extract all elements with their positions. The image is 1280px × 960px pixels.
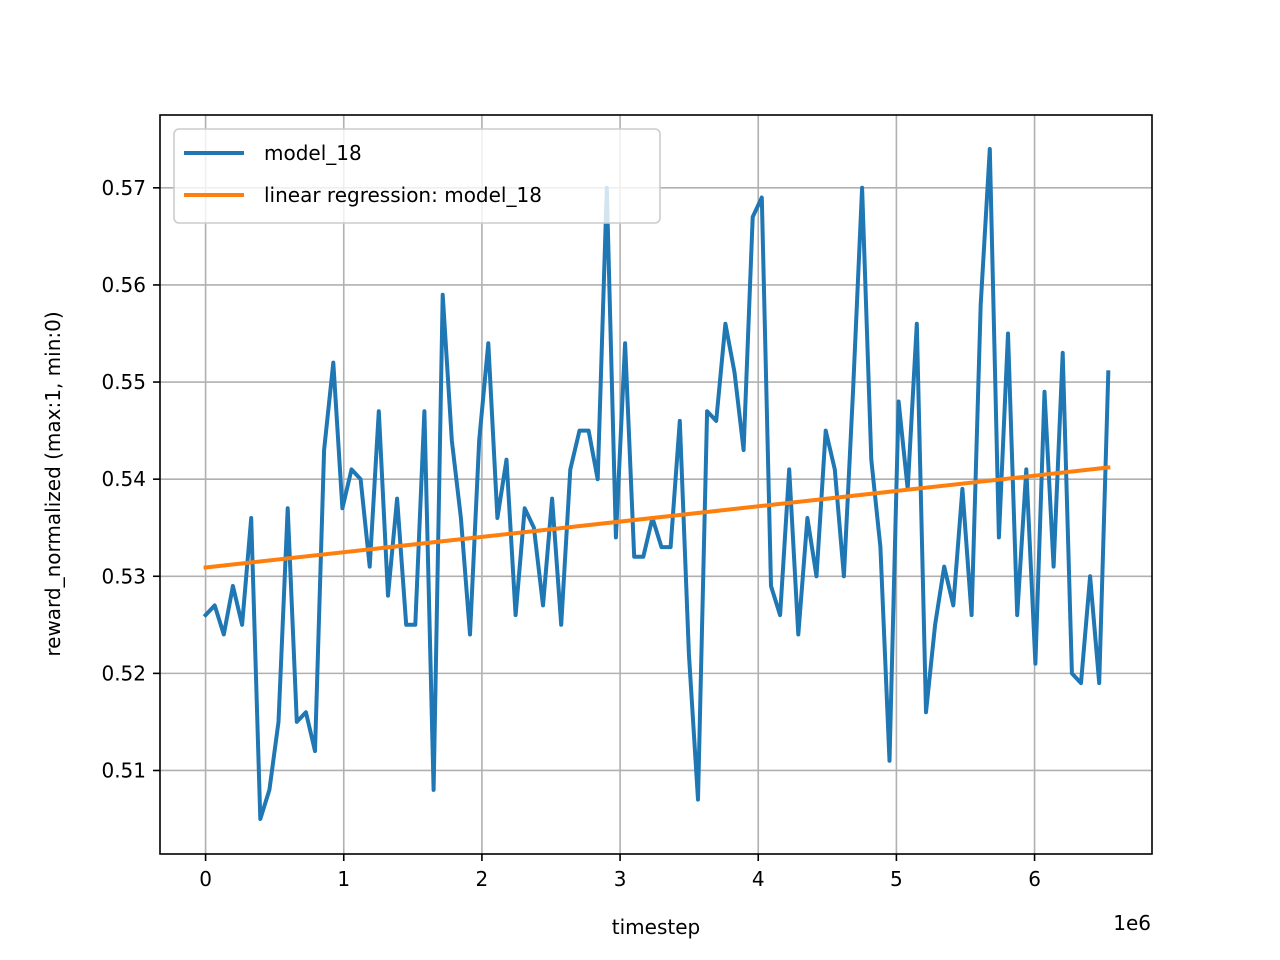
x-tick-label: 6 — [1028, 867, 1041, 891]
series-line-linear-regression — [203, 465, 1111, 570]
ticks: 0 1 2 3 4 5 6 0.51 0.52 0.53 0.54 0.55 0.56 0.57 — [101, 176, 1040, 891]
legend-label: model_18 — [264, 141, 362, 165]
plot-frame — [159, 114, 1153, 855]
x-tick-label: 4 — [752, 867, 765, 891]
legend-box — [173, 128, 661, 224]
x-tick-label: 3 — [614, 867, 627, 891]
y-tick-label: 0.52 — [101, 661, 146, 685]
x-tick-label: 5 — [890, 867, 903, 891]
series-layer — [202, 147, 1111, 821]
x-offset-label: 1e6 — [1113, 911, 1151, 935]
x-tick-label: 0 — [199, 867, 212, 891]
x-axis-label: timestep — [612, 915, 700, 939]
legend-label: linear regression: model_18 — [264, 183, 542, 207]
y-axis-label: reward_normalized (max:1, min:0) — [41, 311, 65, 656]
y-tick-label: 0.55 — [101, 370, 146, 394]
y-tick-label: 0.53 — [101, 564, 146, 588]
y-tick-label: 0.57 — [101, 176, 146, 200]
x-tick-label: 2 — [476, 867, 489, 891]
x-tick-label: 1 — [337, 867, 350, 891]
y-tick-label: 0.56 — [101, 273, 146, 297]
y-tick-label: 0.51 — [101, 758, 146, 782]
series-line-model-18 — [202, 147, 1111, 821]
y-tick-label: 0.54 — [101, 467, 146, 491]
